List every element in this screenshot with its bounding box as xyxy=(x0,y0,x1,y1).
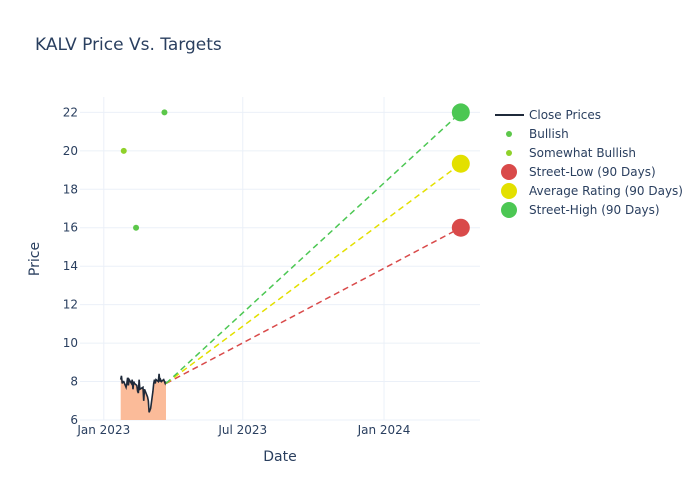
y-tick-label: 14 xyxy=(63,259,78,273)
legend-item[interactable]: Street-Low (90 Days) xyxy=(501,164,656,180)
legend-label: Close Prices xyxy=(529,108,601,122)
legend-item[interactable]: Somewhat Bullish xyxy=(506,146,636,160)
legend-label: Street-High (90 Days) xyxy=(529,203,660,217)
y-tick-label: 18 xyxy=(63,182,78,196)
y-tick-label: 8 xyxy=(70,375,78,389)
x-tick-label: Jan 2023 xyxy=(76,423,130,437)
rating-marker[interactable] xyxy=(133,224,140,231)
chart-title: KALV Price Vs. Targets xyxy=(35,35,222,55)
y-tick-label: 22 xyxy=(63,105,78,119)
x-tick-label: Jul 2023 xyxy=(217,423,267,437)
legend-item[interactable]: Bullish xyxy=(506,127,569,141)
legend-label: Somewhat Bullish xyxy=(529,146,636,160)
axis-layer: 6 8 10 12 14 16 18 20 22 Jan 2023 Jul 2023 Jan 2024 xyxy=(63,105,411,437)
legend-label: Street-Low (90 Days) xyxy=(529,165,656,179)
legend-circle-swatch xyxy=(501,164,517,180)
close-price-line xyxy=(119,373,167,413)
target-marker[interactable] xyxy=(451,154,470,173)
legend-item[interactable]: Average Rating (90 Days) xyxy=(501,183,683,199)
legend-label: Bullish xyxy=(529,127,569,141)
y-tick-label: 6 xyxy=(70,413,78,427)
legend-label: Average Rating (90 Days) xyxy=(529,184,683,198)
rating-marker[interactable] xyxy=(120,147,127,154)
legend-circle-swatch xyxy=(501,202,517,218)
legend-circle-swatch xyxy=(501,183,517,199)
y-tick-label: 16 xyxy=(63,221,78,235)
target-marker[interactable] xyxy=(451,218,470,237)
y-tick-label: 10 xyxy=(63,336,78,350)
legend-dot-swatch xyxy=(506,150,512,156)
plot-layer xyxy=(119,103,470,420)
legend[interactable]: Close Prices Bullish Somewhat Bullish Stree… xyxy=(495,108,683,218)
legend-item[interactable]: Close Prices xyxy=(495,108,601,122)
target-line xyxy=(165,227,462,385)
x-axis-title: Date xyxy=(263,449,296,465)
legend-item[interactable]: Street-High (90 Days) xyxy=(501,202,660,218)
y-tick-label: 20 xyxy=(63,144,78,158)
y-axis-title: Price xyxy=(27,242,43,276)
x-tick-label: Jan 2024 xyxy=(357,423,411,437)
rating-marker[interactable] xyxy=(161,109,168,116)
target-line xyxy=(165,163,462,385)
target-marker[interactable] xyxy=(451,103,470,122)
y-tick-label: 12 xyxy=(63,298,78,312)
legend-dot-swatch xyxy=(506,131,512,137)
grid-layer xyxy=(80,97,480,421)
target-line xyxy=(165,111,462,385)
